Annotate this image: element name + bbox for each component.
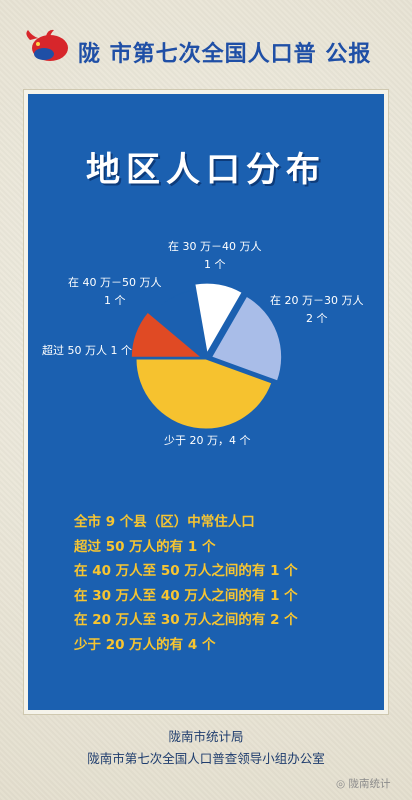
label-20-30-range: 在 20 万－30 万人: [270, 294, 364, 307]
label-40-50-count: 1 个: [103, 294, 126, 307]
label-20-30-count: 2 个: [305, 312, 328, 325]
stats-line: 少于 20 万人的有 4 个: [74, 636, 216, 653]
wechat-icon: ◎: [336, 778, 349, 790]
footer-org: 陇南市统计局: [168, 729, 244, 744]
footer: 陇南市统计局 陇南市第七次全国人口普查领导小组办公室: [0, 726, 412, 770]
label-40-50-range: 在 40 万－50 万人: [68, 276, 162, 289]
slice-20-30: [210, 295, 283, 382]
stats-list: 全市 9 个县（区）中常住人口 超过 50 万人的有 1 个 在 40 万人至 …: [74, 510, 394, 657]
stats-line: 超过 50 万人的有 1 个: [74, 538, 216, 555]
label-over-50: 超过 50 万人 1 个: [42, 344, 132, 357]
bull-emblem-icon: [26, 29, 68, 61]
label-under-20: 少于 20 万，4 个: [164, 434, 251, 447]
slice-under-20: [135, 358, 273, 430]
stats-line: 全市 9 个县（区）中常住人口: [74, 514, 255, 530]
stats-line: 在 30 万人至 40 万人之间的有 1 个: [74, 587, 298, 604]
footer-office: 陇南市第七次全国人口普查领导小组办公室: [87, 751, 325, 766]
label-30-40-range: 在 30 万－40 万人: [168, 240, 262, 253]
report-title: 陇 市第七次全国人口普 公报: [78, 42, 372, 67]
pie-chart: 在 30 万－40 万人 1 个 在 20 万－30 万人 2 个 在 40 万…: [28, 234, 384, 484]
infographic-panel: 地区人口分布 在 30 万－40 万人 1 个 在 20 万－30 万人 2 个…: [28, 94, 384, 710]
watermark-text: 陇南统计: [348, 778, 391, 790]
pie-chart-svg: [130, 282, 283, 430]
panel-title: 地区人口分布: [86, 150, 326, 190]
slice-30-40: [194, 282, 243, 355]
wechat-watermark: ◎ 陇南统计: [336, 776, 391, 791]
label-30-40: 在 30 万－40 万人 1 个: [168, 238, 261, 274]
slice-over-50: [130, 311, 203, 358]
stats-line: 在 40 万人至 50 万人之间的有 1 个: [74, 563, 298, 579]
stats-line: 在 20 万人至 30 万人之间的有 2 个: [74, 612, 298, 628]
slice-40-50: [151, 289, 207, 361]
label-30-40-count: 1 个: [203, 258, 226, 271]
header: 陇 市第七次全国人口普 公报: [0, 0, 412, 90]
label-20-30: 在 20 万－30 万人 2 个: [270, 292, 363, 328]
label-40-50: 在 40 万－50 万人 1 个: [68, 274, 161, 310]
